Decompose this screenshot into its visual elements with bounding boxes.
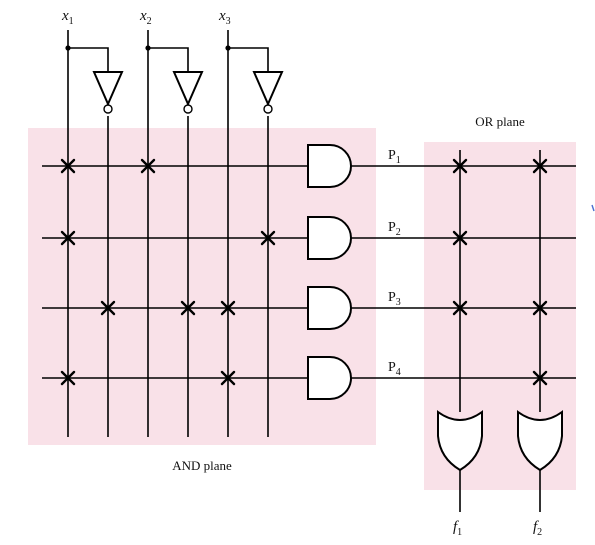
output-label-f1: f1: [453, 519, 462, 538]
inverter-x2: [172, 71, 204, 114]
or-crosspoint: [532, 370, 548, 386]
or-gate-f2: [517, 410, 563, 472]
inverter-x1: [92, 71, 124, 114]
and-crosspoints: [60, 158, 276, 386]
product-label: P2: [388, 220, 401, 238]
and-gate: [307, 286, 352, 330]
input-label-x1: x1: [61, 8, 74, 27]
or-crosspoint: [452, 230, 468, 246]
and-crosspoint: [220, 300, 236, 316]
junction-dot: [65, 45, 71, 51]
and-crosspoint: [60, 230, 76, 246]
product-label: P1: [388, 148, 401, 166]
input-label-x3: x3: [218, 8, 231, 27]
or-crosspoint: [532, 158, 548, 174]
product-label: P4: [388, 360, 401, 378]
input-wires: [67, 30, 269, 437]
tap-x2: [148, 47, 189, 72]
or-crosspoint: [452, 158, 468, 174]
or-crosspoint: [532, 300, 548, 316]
tap-x3: [228, 47, 269, 72]
edge-mark: [591, 204, 595, 212]
junction-dot: [225, 45, 231, 51]
and-crosspoint: [180, 300, 196, 316]
output-label-f2: f2: [533, 519, 542, 538]
inverter-x3: [252, 71, 284, 114]
and-crosspoint: [60, 158, 76, 174]
junction-dot: [145, 45, 151, 51]
tap-x1: [68, 47, 109, 72]
or-gate-f1: [437, 410, 483, 472]
or-plane-label: OR plane: [475, 114, 525, 129]
and-plane-label: AND plane: [172, 458, 232, 473]
and-crosspoint: [220, 370, 236, 386]
junction-dots: [65, 45, 231, 51]
and-crosspoint: [140, 158, 156, 174]
and-gate: [307, 216, 352, 260]
and-crosspoint: [100, 300, 116, 316]
or-crosspoint: [452, 300, 468, 316]
and-crosspoint: [60, 370, 76, 386]
and-crosspoint: [260, 230, 276, 246]
product-label: P3: [388, 290, 401, 308]
or-crosspoints: [452, 158, 548, 386]
and-gate: [307, 144, 352, 188]
and-gate: [307, 356, 352, 400]
input-label-x2: x2: [139, 8, 152, 27]
